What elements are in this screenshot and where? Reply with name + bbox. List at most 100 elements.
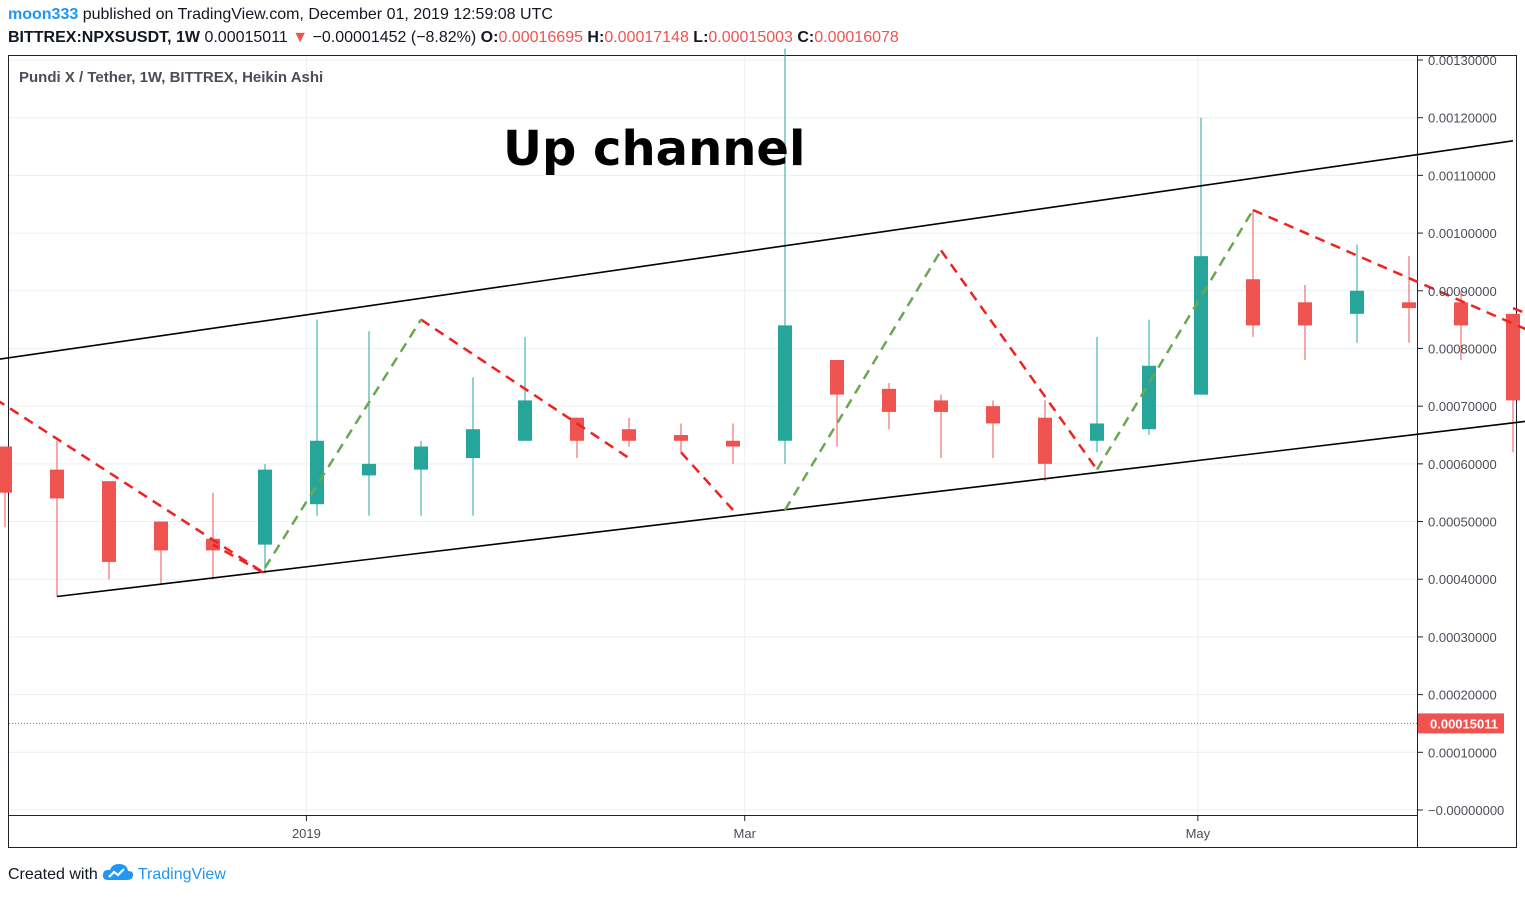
candle (674, 423, 688, 453)
candle-body (102, 481, 116, 562)
candle-body (1350, 290, 1364, 314)
candle (934, 394, 948, 459)
open-label: O: (480, 29, 499, 46)
candle (0, 446, 12, 528)
candle-body (1038, 417, 1052, 464)
up-channel-annotation[interactable]: Up channel (503, 121, 805, 177)
price-axis-label: 0.00090000 (1428, 284, 1497, 299)
last-price-badge-bg (1418, 713, 1504, 734)
candle (622, 417, 636, 447)
symbol-line: BITTREX:NPXSUSDT, 1W 0.00015011 ▼ −0.000… (8, 29, 899, 47)
candle (1402, 256, 1416, 343)
price-change: −0.00001452 (−8.82%) (308, 29, 481, 46)
candle (466, 377, 480, 516)
last-price: 0.00015011 (200, 29, 293, 46)
red-dashed-path (680, 451, 734, 511)
candle-body (882, 388, 896, 412)
candle-body (934, 400, 948, 412)
green-dashed-path (263, 318, 423, 569)
price-axis-label: 0.00060000 (1428, 457, 1497, 472)
price-axis-label: 0.00030000 (1428, 630, 1497, 645)
open-value: 0.00016695 (498, 29, 583, 46)
close-label: C: (792, 29, 815, 46)
red-dashed-path (420, 318, 630, 460)
price-axis-label: 0.00040000 (1428, 572, 1497, 587)
grid-layer (9, 56, 1417, 815)
candle (258, 463, 272, 574)
drawings-layer (0, 140, 1525, 598)
price-axis-label: 0.00130000 (1428, 53, 1497, 68)
candle (310, 319, 324, 516)
candle (206, 492, 220, 580)
green-dashed-path (783, 249, 943, 511)
candle (414, 440, 428, 516)
price-axis-label: 0.00010000 (1428, 745, 1497, 760)
publish-text: published on TradingView.com, December 0… (78, 6, 553, 23)
candle (1142, 319, 1156, 435)
candle-body (154, 521, 168, 551)
candle (1090, 336, 1104, 453)
candles-layer (0, 48, 1520, 597)
price-axis-label: 0.00120000 (1428, 111, 1497, 126)
channel-upper-line (0, 140, 1514, 360)
candle-body (414, 446, 428, 470)
red-dashed-path (0, 400, 266, 575)
candle (362, 331, 376, 516)
candle (154, 521, 168, 585)
candle-body (1194, 256, 1208, 395)
candle-body (674, 435, 688, 441)
candle-body (570, 417, 584, 441)
candle (1298, 285, 1312, 360)
time-axis-label: Mar (734, 826, 757, 841)
candle-body (986, 406, 1000, 424)
candle-body (830, 360, 844, 395)
candle-body (466, 429, 480, 459)
high-value: 0.00017148 (604, 29, 689, 46)
high-label: H: (582, 29, 605, 46)
author-link[interactable]: moon333 (8, 6, 79, 23)
green-dashed-path (1095, 209, 1255, 471)
low-value: 0.00015003 (708, 29, 793, 46)
tradingview-cloud-icon (102, 862, 134, 887)
created-with-text: Created with (8, 865, 98, 883)
price-axis-label: 0.00080000 (1428, 341, 1497, 356)
time-axis-label: 2019 (292, 826, 321, 841)
candle-body (1142, 365, 1156, 430)
candle (882, 383, 896, 430)
price-axis-label: 0.00050000 (1428, 515, 1497, 530)
candle (778, 48, 792, 464)
price-axis-label: 0.00020000 (1428, 688, 1497, 703)
candle-body (1298, 302, 1312, 326)
candle (1454, 290, 1468, 360)
candle (830, 360, 844, 447)
candle (1350, 244, 1364, 343)
candle-body (622, 429, 636, 441)
tradingview-link[interactable]: TradingView (137, 865, 226, 883)
price-axis-label: −0.00000000 (1428, 803, 1504, 818)
candle-body (778, 325, 792, 441)
red-dashed-path (939, 249, 1099, 471)
candle (50, 440, 64, 597)
candle-body (50, 469, 64, 499)
last-price-badge: 0.00015011 (1418, 713, 1504, 734)
price-axis-label: 0.00100000 (1428, 226, 1497, 241)
candle (102, 481, 116, 580)
candle (1194, 117, 1208, 395)
close-value: 0.00016078 (814, 29, 899, 46)
candle-body (1506, 313, 1520, 401)
candle-body (258, 469, 272, 545)
chart-title: Pundi X / Tether, 1W, BITTREX, Heikin As… (19, 69, 323, 86)
candle-body (726, 440, 740, 447)
candle-body (518, 400, 532, 441)
candle-body (1090, 423, 1104, 441)
down-arrow-icon: ▼ (292, 29, 309, 46)
candle (986, 400, 1000, 459)
low-label: L: (688, 29, 709, 46)
time-axis-label: May (1186, 826, 1211, 841)
price-axis-label: 0.00070000 (1428, 399, 1497, 414)
price-axis-label: 0.00110000 (1428, 168, 1496, 183)
candle-body (1246, 279, 1260, 326)
candle (1506, 313, 1520, 453)
